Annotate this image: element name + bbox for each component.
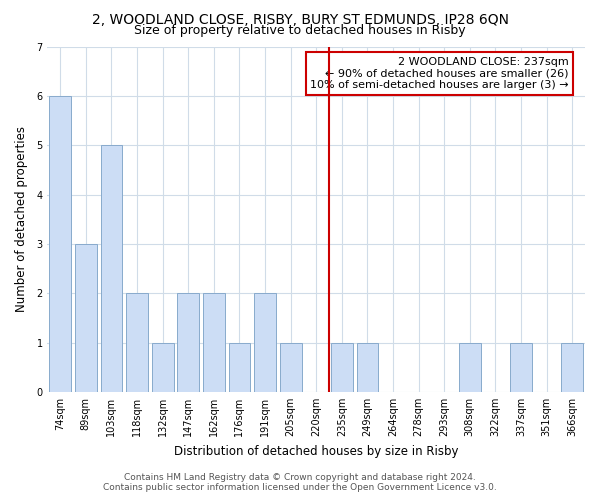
- Text: 2, WOODLAND CLOSE, RISBY, BURY ST EDMUNDS, IP28 6QN: 2, WOODLAND CLOSE, RISBY, BURY ST EDMUND…: [91, 12, 509, 26]
- Text: 2 WOODLAND CLOSE: 237sqm
← 90% of detached houses are smaller (26)
10% of semi-d: 2 WOODLAND CLOSE: 237sqm ← 90% of detach…: [310, 57, 569, 90]
- Bar: [152, 342, 173, 392]
- Text: Contains HM Land Registry data © Crown copyright and database right 2024.
Contai: Contains HM Land Registry data © Crown c…: [103, 473, 497, 492]
- Bar: [280, 342, 302, 392]
- Bar: [126, 293, 148, 392]
- Bar: [101, 145, 122, 392]
- Text: Size of property relative to detached houses in Risby: Size of property relative to detached ho…: [134, 24, 466, 37]
- Y-axis label: Number of detached properties: Number of detached properties: [15, 126, 28, 312]
- Bar: [331, 342, 353, 392]
- Bar: [49, 96, 71, 392]
- Bar: [203, 293, 225, 392]
- Bar: [254, 293, 276, 392]
- Bar: [75, 244, 97, 392]
- Bar: [562, 342, 583, 392]
- X-axis label: Distribution of detached houses by size in Risby: Distribution of detached houses by size …: [174, 444, 458, 458]
- Bar: [356, 342, 378, 392]
- Bar: [229, 342, 250, 392]
- Bar: [459, 342, 481, 392]
- Bar: [510, 342, 532, 392]
- Bar: [178, 293, 199, 392]
